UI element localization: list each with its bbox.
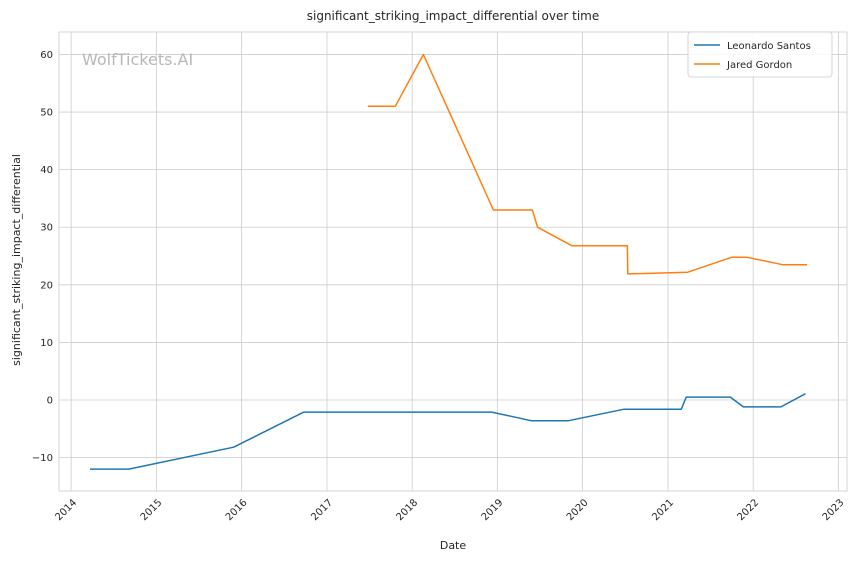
x-axis-label: Date	[440, 539, 467, 552]
chart-title: significant_striking_impact_differential…	[307, 9, 599, 23]
legend: Leonardo Santos Jared Gordon	[687, 31, 833, 78]
legend-label-jared-gordon: Jared Gordon	[726, 60, 792, 71]
y-tick-label: 30	[40, 223, 53, 234]
series-line-leonardo-santos	[90, 393, 806, 470]
y-axis-ticks: −10 0 10 20 30 40 50 60	[32, 50, 53, 464]
y-tick-label: 20	[40, 280, 53, 291]
grid-lines	[59, 32, 847, 491]
y-tick-label: 10	[40, 338, 53, 349]
y-tick-label: −10	[32, 453, 53, 464]
y-axis-label: significant_striking_impact_differential	[10, 154, 23, 366]
legend-label-leonardo-santos: Leonardo Santos	[727, 41, 811, 52]
legend-box	[687, 31, 833, 78]
y-tick-label: 0	[47, 396, 53, 407]
series-lines	[90, 53, 808, 470]
y-tick-label: 50	[40, 108, 53, 119]
y-tick-label: 60	[40, 50, 53, 61]
y-tick-label: 40	[40, 165, 53, 176]
plot-frame	[58, 31, 848, 492]
watermark: WolfTickets.AI	[82, 50, 193, 69]
series-line-jared-gordon	[367, 53, 808, 275]
